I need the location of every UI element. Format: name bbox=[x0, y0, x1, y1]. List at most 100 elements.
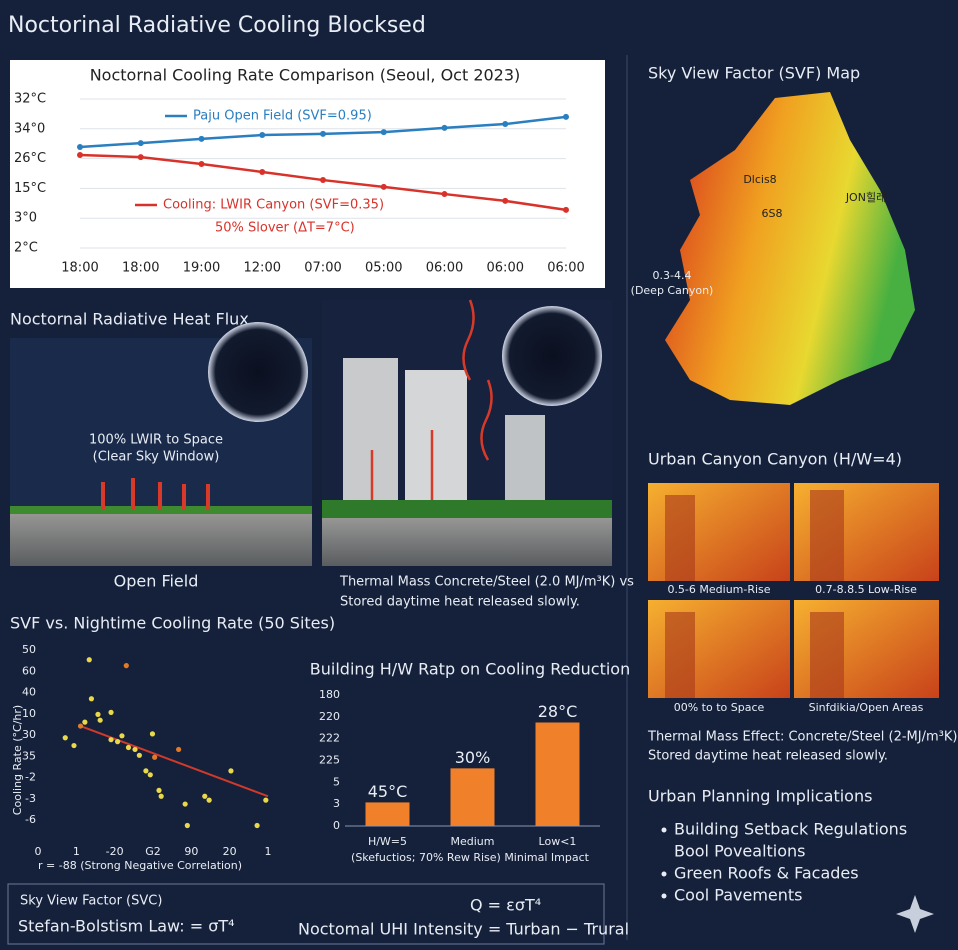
point bbox=[152, 754, 158, 760]
x-tick-label: 05:00 bbox=[365, 261, 402, 276]
point bbox=[182, 801, 188, 807]
map-label: Dlcis8 bbox=[743, 173, 776, 186]
point bbox=[259, 132, 266, 139]
y-tick-label: -2 bbox=[25, 771, 36, 784]
ground bbox=[10, 510, 312, 566]
section-title: Urban Planning Implications bbox=[648, 787, 872, 806]
x-tick-label: 06:00 bbox=[547, 261, 584, 276]
chart-title: Building H/W Ratp on Cooling Reduction bbox=[310, 660, 630, 679]
bar bbox=[365, 802, 410, 826]
y-tick-label: 225 bbox=[319, 754, 340, 767]
moon bbox=[502, 306, 602, 406]
effect-text: Stored daytime heat released slowly. bbox=[648, 749, 888, 764]
x-tick-label: 1 bbox=[73, 845, 80, 858]
legend-label: Paju Open Field (SVF=0.95) bbox=[193, 109, 372, 124]
y-tick-label: 0 bbox=[333, 819, 340, 832]
x-tick-label: 0 bbox=[35, 845, 42, 858]
chart-title: SVF vs. Nightime Cooling Rate (50 Sites) bbox=[10, 614, 335, 633]
y-tick-label: 34°0 bbox=[14, 121, 45, 136]
point bbox=[77, 152, 83, 159]
point bbox=[158, 793, 164, 799]
point bbox=[149, 731, 156, 737]
point bbox=[95, 711, 101, 717]
point bbox=[125, 744, 132, 751]
point bbox=[502, 197, 509, 204]
y-tick-label: 2°C bbox=[14, 241, 38, 256]
section-title: Noctornal Radiative Heat Flux bbox=[10, 310, 249, 329]
ground bbox=[322, 515, 612, 566]
list-item: Green Roofs & Facades bbox=[674, 864, 859, 883]
x-tick-label: Medium bbox=[451, 835, 495, 848]
y-tick-label: 50 bbox=[22, 643, 36, 656]
point bbox=[441, 124, 448, 131]
point bbox=[86, 657, 92, 663]
point bbox=[563, 206, 569, 213]
point bbox=[198, 135, 205, 142]
building bbox=[405, 370, 467, 518]
svf-map bbox=[665, 92, 915, 405]
x-tick-label: 06:00 bbox=[426, 261, 463, 276]
x-tick-label: 07:00 bbox=[304, 261, 341, 276]
chart-title: Noctornal Cooling Rate Comparison (Seoul… bbox=[90, 66, 521, 85]
list-item: Bool Povealtions bbox=[674, 842, 806, 861]
point bbox=[137, 140, 144, 147]
x-tick-label: 18:00 bbox=[122, 261, 159, 276]
image-caption: 00% to to Space bbox=[674, 701, 765, 714]
x-tick-label: 90 bbox=[184, 845, 198, 858]
list-item: Cool Pavements bbox=[674, 886, 803, 905]
map-label: (Deep Canyon) bbox=[631, 284, 714, 297]
point bbox=[137, 154, 144, 161]
y-tick-label: 35 bbox=[22, 749, 36, 762]
section-title: Urban Canyon Canyon (H/W=4) bbox=[648, 450, 902, 469]
legend-label: Cooling: LWIR Canyon (SVF=0.35) bbox=[163, 198, 384, 213]
bar-text: 28°C bbox=[538, 702, 578, 721]
point bbox=[71, 742, 77, 749]
canyon-images bbox=[648, 483, 939, 698]
thermal-text: Stored daytime heat released slowly. bbox=[340, 595, 580, 610]
image-caption: Sinfdikia/Open Areas bbox=[809, 701, 924, 714]
bar bbox=[535, 722, 580, 826]
y-tick-label: 3 bbox=[333, 797, 340, 810]
point bbox=[119, 733, 125, 739]
y-tick-label: 60 bbox=[22, 664, 36, 677]
y-tick-label: 222 bbox=[319, 732, 340, 745]
x-tick-label: H/W=5 bbox=[368, 835, 407, 848]
formula-box bbox=[7, 883, 605, 945]
annotation: 50% Slover (ΔT=7°C) bbox=[215, 221, 355, 236]
bullets bbox=[661, 827, 667, 899]
y-tick-label: 180 bbox=[319, 688, 340, 701]
point bbox=[62, 735, 68, 741]
point bbox=[228, 768, 234, 774]
point bbox=[88, 696, 95, 702]
formula-text: Noctomal UHI Intensity = Turban − Trural bbox=[298, 920, 629, 939]
section-title: Sky View Factor (SVF) Map bbox=[648, 64, 860, 83]
x-tick-label: 06:00 bbox=[487, 261, 524, 276]
x-tick-label: G2 bbox=[145, 845, 161, 858]
y-axis-label: Cooling Rate (°C/hr) bbox=[11, 705, 24, 815]
y-tick-label: 30 bbox=[22, 728, 36, 741]
point bbox=[114, 739, 121, 745]
x-tick-label: Low<1 bbox=[539, 835, 577, 848]
image-caption: 0.7-8.8.5 Low-Rise bbox=[815, 583, 917, 596]
formula-text: Q = εσT⁴ bbox=[470, 896, 541, 915]
moon bbox=[208, 322, 308, 422]
caption: Open Field bbox=[114, 572, 199, 591]
point bbox=[82, 719, 88, 725]
x-tick-label: 19:00 bbox=[183, 261, 220, 276]
heat-arrows bbox=[101, 478, 210, 510]
x-tick-label: 1 bbox=[265, 845, 272, 858]
building bbox=[343, 358, 398, 518]
y-tick-label: 5 bbox=[333, 775, 340, 788]
point bbox=[108, 737, 114, 743]
point bbox=[108, 709, 114, 716]
point bbox=[441, 191, 448, 198]
sky-text: 100% LWIR to Space bbox=[89, 433, 223, 448]
formula-text: Stefan-Bolstism Law: = σT⁴ bbox=[18, 917, 235, 936]
point bbox=[259, 169, 266, 176]
line-chart-panel bbox=[10, 60, 605, 288]
y-tick-label: -6 bbox=[25, 813, 36, 826]
point bbox=[132, 746, 138, 753]
bar-text: 45°C bbox=[368, 782, 408, 801]
chart-note: (Skefuctios; 70% Rew Rise) Minimal Impac… bbox=[351, 851, 590, 864]
